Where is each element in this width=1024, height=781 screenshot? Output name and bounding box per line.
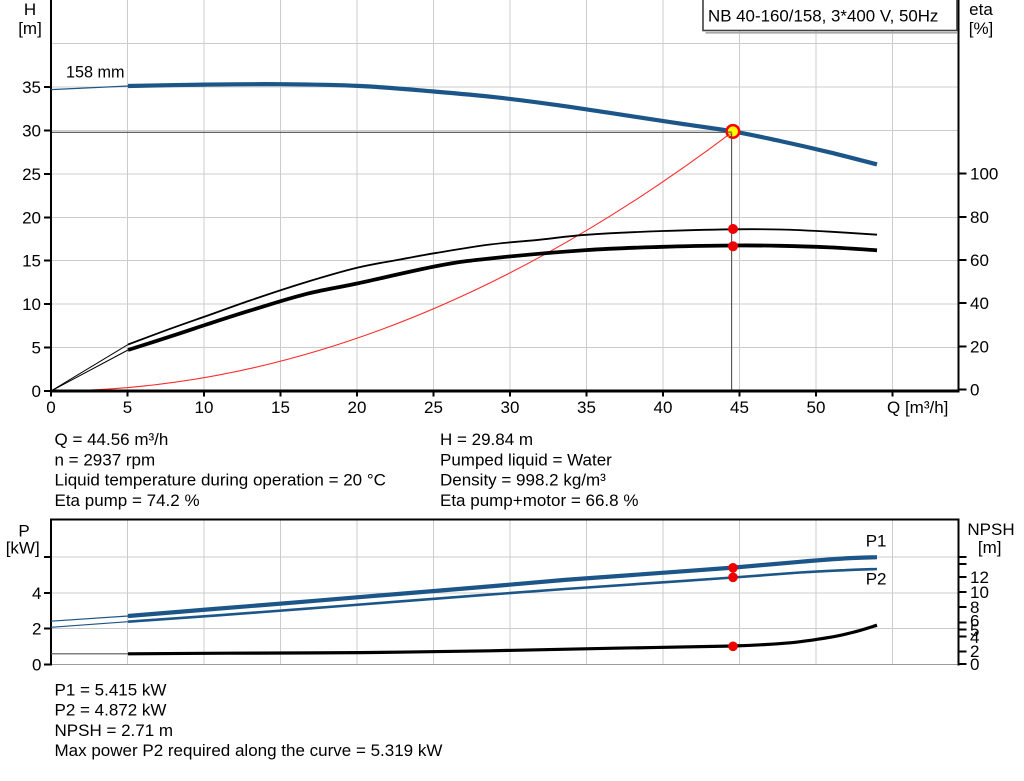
svg-text:40: 40 bbox=[970, 294, 989, 313]
svg-text:25: 25 bbox=[22, 165, 41, 184]
svg-text:5: 5 bbox=[970, 621, 979, 640]
svg-text:6: 6 bbox=[970, 611, 979, 630]
svg-text:8: 8 bbox=[970, 598, 979, 617]
svg-text:30: 30 bbox=[501, 398, 520, 417]
svg-text:80: 80 bbox=[970, 208, 989, 227]
svg-text:n = 2937 rpm: n = 2937 rpm bbox=[55, 450, 156, 469]
svg-text:Liquid temperature during oper: Liquid temperature during operation = 20… bbox=[55, 471, 386, 490]
svg-text:P: P bbox=[18, 522, 29, 541]
svg-text:2: 2 bbox=[32, 620, 41, 639]
svg-text:Q = 44.56 m³/h: Q = 44.56 m³/h bbox=[55, 430, 169, 449]
svg-text:NPSH = 2.71 m: NPSH = 2.71 m bbox=[55, 721, 174, 740]
svg-text:Pumped liquid = Water: Pumped liquid = Water bbox=[440, 450, 612, 469]
svg-text:[kW]: [kW] bbox=[6, 538, 40, 557]
svg-text:H: H bbox=[24, 0, 36, 19]
svg-text:Q [m³/h]: Q [m³/h] bbox=[887, 398, 948, 417]
svg-text:Eta pump+motor = 66.8 %: Eta pump+motor = 66.8 % bbox=[440, 491, 638, 510]
svg-text:158 mm: 158 mm bbox=[66, 64, 124, 82]
svg-text:10: 10 bbox=[22, 295, 41, 314]
svg-text:P2: P2 bbox=[866, 570, 887, 589]
svg-text:0: 0 bbox=[46, 398, 55, 417]
svg-text:H = 29.84 m: H = 29.84 m bbox=[440, 430, 533, 449]
svg-text:2: 2 bbox=[970, 642, 979, 661]
svg-text:45: 45 bbox=[730, 398, 749, 417]
svg-text:15: 15 bbox=[22, 252, 41, 271]
svg-text:5: 5 bbox=[32, 339, 41, 358]
svg-text:10: 10 bbox=[970, 583, 989, 602]
svg-text:4: 4 bbox=[970, 628, 979, 647]
svg-text:[%]: [%] bbox=[969, 19, 994, 38]
svg-text:35: 35 bbox=[22, 78, 41, 97]
svg-text:NPSH: NPSH bbox=[967, 520, 1014, 539]
svg-text:Eta pump = 74.2 %: Eta pump = 74.2 % bbox=[55, 491, 200, 510]
svg-text:eta: eta bbox=[969, 0, 993, 19]
svg-text:[m]: [m] bbox=[978, 538, 1002, 557]
svg-text:[m]: [m] bbox=[18, 19, 42, 38]
svg-text:12: 12 bbox=[970, 568, 989, 587]
svg-text:20: 20 bbox=[22, 208, 41, 227]
svg-text:0: 0 bbox=[970, 381, 979, 400]
svg-text:5: 5 bbox=[123, 398, 132, 417]
svg-text:Max power P2 required along th: Max power P2 required along the curve = … bbox=[55, 741, 443, 760]
svg-text:0: 0 bbox=[970, 655, 979, 674]
svg-text:4: 4 bbox=[32, 584, 41, 603]
svg-text:NB 40-160/158, 3*400 V, 50Hz: NB 40-160/158, 3*400 V, 50Hz bbox=[708, 7, 938, 26]
svg-text:Density = 998.2 kg/m³: Density = 998.2 kg/m³ bbox=[440, 471, 606, 490]
svg-text:50: 50 bbox=[807, 398, 826, 417]
svg-text:60: 60 bbox=[970, 251, 989, 270]
svg-text:10: 10 bbox=[195, 398, 214, 417]
svg-text:0: 0 bbox=[32, 382, 41, 401]
svg-text:P2 = 4.872 kW: P2 = 4.872 kW bbox=[55, 701, 167, 720]
svg-text:100: 100 bbox=[970, 165, 998, 184]
svg-text:P1: P1 bbox=[866, 532, 887, 551]
svg-text:15: 15 bbox=[271, 398, 290, 417]
svg-text:20: 20 bbox=[348, 398, 367, 417]
svg-text:40: 40 bbox=[654, 398, 673, 417]
svg-text:0: 0 bbox=[32, 655, 41, 674]
svg-text:P1 = 5.415 kW: P1 = 5.415 kW bbox=[55, 681, 167, 700]
svg-text:30: 30 bbox=[22, 121, 41, 140]
svg-text:20: 20 bbox=[970, 337, 989, 356]
svg-text:35: 35 bbox=[577, 398, 596, 417]
svg-text:25: 25 bbox=[424, 398, 443, 417]
